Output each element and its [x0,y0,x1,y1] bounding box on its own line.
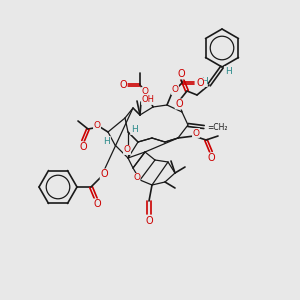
Text: O: O [177,69,185,79]
Text: O: O [142,88,148,97]
Text: O: O [193,128,200,137]
Text: O: O [207,153,215,163]
Text: H: H [130,125,137,134]
Text: H: H [225,67,231,76]
Text: O: O [93,199,101,209]
Text: O: O [94,121,100,130]
Text: =CH₂: =CH₂ [207,122,227,131]
Text: O: O [100,169,108,179]
Text: O: O [145,216,153,226]
Text: O: O [172,85,178,94]
Text: O: O [119,80,127,90]
Text: H: H [103,136,110,146]
Text: O: O [124,146,130,154]
Text: O: O [175,99,183,109]
Text: O: O [133,173,140,182]
Text: H: H [201,77,207,86]
Text: O: O [79,142,87,152]
Text: O: O [196,78,204,88]
Text: OH: OH [142,95,154,104]
